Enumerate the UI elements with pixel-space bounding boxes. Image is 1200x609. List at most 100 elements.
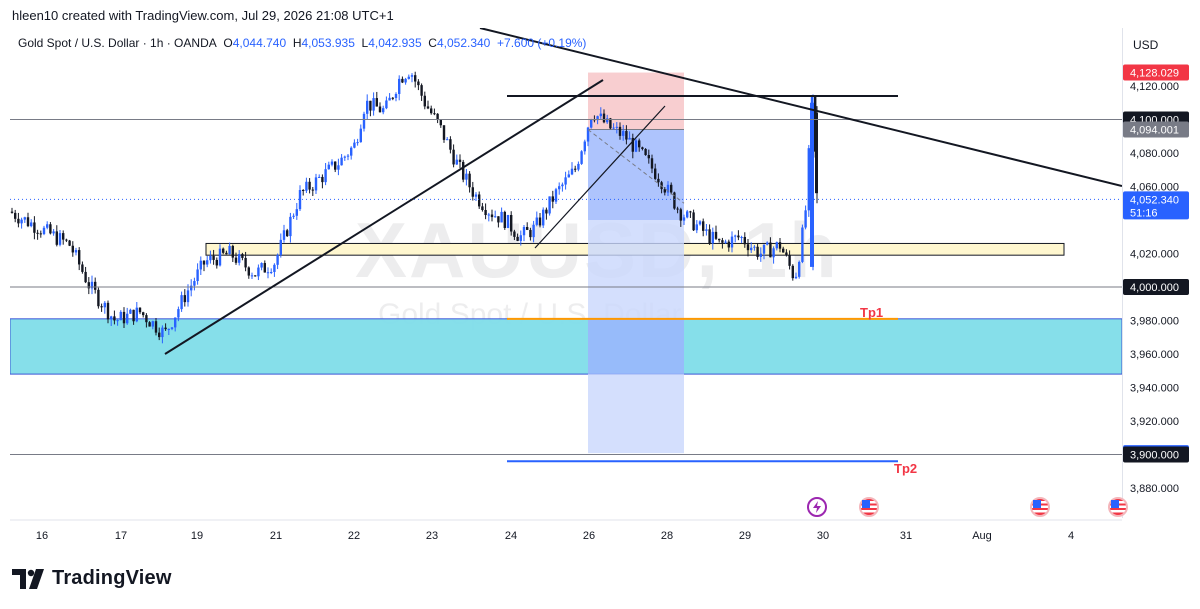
candle-body bbox=[241, 254, 244, 258]
candle-body bbox=[535, 217, 538, 225]
candle-body bbox=[609, 118, 612, 129]
us-flag-event-icon[interactable] bbox=[859, 497, 879, 517]
candle-body bbox=[340, 157, 343, 166]
candle-body bbox=[39, 233, 42, 235]
price-badge bbox=[1123, 121, 1189, 138]
candle-body bbox=[734, 235, 737, 237]
demand-zone bbox=[10, 318, 1122, 375]
created-by-text: hleen10 created with TradingView.com, Ju… bbox=[12, 8, 394, 23]
candle-body bbox=[244, 257, 247, 268]
candle-body bbox=[513, 231, 516, 237]
candle-body bbox=[506, 214, 510, 228]
symbol-name[interactable]: Gold Spot / U.S. Dollar · 1h · OANDA bbox=[18, 36, 217, 50]
price-badge-label: 4,128.029 bbox=[1130, 68, 1179, 80]
candle-body bbox=[417, 81, 420, 86]
inner-trend-line bbox=[534, 105, 666, 249]
footer bbox=[0, 560, 1200, 609]
candle-body bbox=[298, 190, 302, 210]
candle-body bbox=[20, 219, 23, 224]
candle-body bbox=[398, 78, 401, 94]
price-tick-label: 3,920.000 bbox=[1130, 416, 1179, 428]
candle-body bbox=[388, 97, 391, 101]
candle-body bbox=[302, 190, 305, 192]
candle-body bbox=[625, 131, 628, 140]
candle-body bbox=[126, 313, 129, 324]
open-key: O bbox=[223, 36, 233, 50]
candle-body bbox=[378, 106, 382, 113]
candle-body bbox=[314, 177, 318, 191]
price-scale[interactable] bbox=[1122, 28, 1200, 518]
price-badge-label: 4,000.000 bbox=[1130, 282, 1179, 294]
candle-body bbox=[273, 264, 276, 272]
candle-body bbox=[689, 211, 692, 213]
zone-overlap bbox=[588, 318, 684, 375]
candle-body bbox=[142, 312, 145, 316]
close-key: C bbox=[428, 36, 437, 50]
time-tick-label: 29 bbox=[739, 530, 751, 542]
candle-body bbox=[586, 127, 590, 142]
candle-body bbox=[71, 245, 74, 253]
candle-body bbox=[225, 252, 228, 255]
candle-body bbox=[446, 139, 449, 141]
candle-body bbox=[644, 148, 647, 156]
candle-body bbox=[199, 260, 202, 270]
candle-body bbox=[215, 259, 218, 266]
candle-body bbox=[321, 176, 324, 183]
candle-body bbox=[260, 263, 263, 268]
candle-body bbox=[442, 125, 446, 140]
candle-body bbox=[382, 108, 385, 113]
candle-body bbox=[138, 307, 142, 313]
candle-body bbox=[196, 269, 199, 282]
candle-body bbox=[62, 233, 65, 240]
candle-body bbox=[439, 120, 442, 126]
candle-body bbox=[433, 113, 436, 115]
candle-body bbox=[455, 159, 458, 165]
symbol-legend[interactable]: Gold Spot / U.S. Dollar · 1h · OANDA O4,… bbox=[18, 36, 586, 50]
candle-body bbox=[247, 267, 250, 276]
candle-body bbox=[750, 247, 753, 251]
tradingview-logo[interactable]: TradingView bbox=[12, 567, 172, 590]
candle-body bbox=[686, 211, 689, 218]
zones-layer bbox=[10, 72, 1122, 454]
candle-body bbox=[615, 126, 618, 128]
candle-body bbox=[762, 244, 766, 254]
candle-body bbox=[151, 321, 154, 327]
price-tick-label: 4,060.000 bbox=[1130, 182, 1179, 194]
candle-body bbox=[164, 327, 167, 330]
price-badge bbox=[1123, 279, 1189, 295]
us-flag-event-icon[interactable] bbox=[1108, 497, 1128, 517]
candle-body bbox=[186, 290, 190, 303]
candle-body bbox=[10, 211, 14, 213]
candle-body bbox=[286, 230, 289, 237]
candle-body bbox=[122, 311, 126, 324]
candle-body bbox=[318, 176, 321, 178]
open-value: 4,044.740 bbox=[232, 36, 287, 50]
price-tick-label: 3,940.000 bbox=[1130, 383, 1179, 395]
candle-body bbox=[218, 248, 222, 266]
high-key: H bbox=[292, 36, 302, 50]
time-tick-label: 24 bbox=[505, 530, 517, 542]
candle-body bbox=[810, 102, 814, 267]
price-chart[interactable]: Tp1 Tp2 16 17 19 21 22 23 24 26 28 29 30 31 Aug 4 4,120… bbox=[0, 0, 1200, 560]
candle-body bbox=[606, 118, 609, 123]
time-tick-label: 30 bbox=[817, 530, 829, 542]
candle-body bbox=[206, 260, 209, 265]
countdown-label: 51:16 bbox=[1130, 207, 1158, 219]
currency-label[interactable]: USD bbox=[1133, 38, 1159, 52]
candle-body bbox=[81, 264, 84, 272]
us-flag-event-icon[interactable] bbox=[1030, 497, 1050, 517]
candle-body bbox=[228, 245, 231, 255]
dividend-event-icon[interactable] bbox=[807, 497, 827, 517]
candle-body bbox=[462, 161, 465, 180]
candle-body bbox=[583, 141, 586, 152]
candle-body bbox=[561, 184, 564, 187]
candle-body bbox=[711, 231, 714, 244]
candle-body bbox=[458, 159, 462, 162]
candle-body bbox=[673, 192, 676, 209]
candle-body bbox=[542, 209, 545, 226]
candle-body bbox=[100, 306, 103, 308]
candle-body bbox=[276, 255, 279, 265]
falling-trend-line bbox=[479, 28, 1122, 187]
candle-body bbox=[132, 309, 135, 322]
low-key: L bbox=[361, 36, 369, 50]
